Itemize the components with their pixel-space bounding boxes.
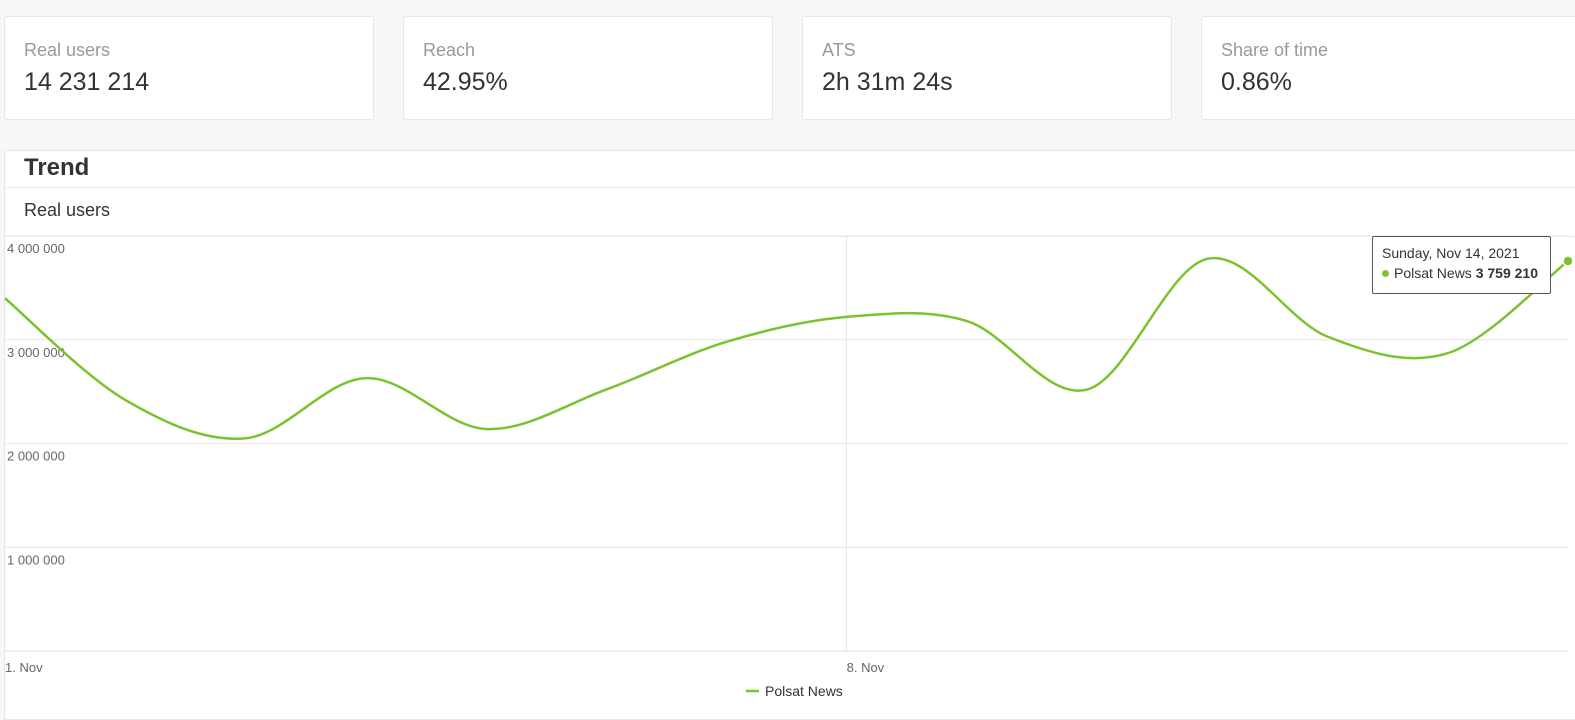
tooltip-date: Sunday, Nov 14, 2021 — [1382, 245, 1520, 261]
kpi-value: 0.86% — [1221, 68, 1292, 96]
card-title: Trend — [24, 154, 90, 181]
y-tick-label: 2 000 000 — [7, 449, 65, 464]
kpi-card-reach: Reach 42.95% — [403, 16, 773, 120]
divider — [5, 187, 1575, 188]
tooltip-value: 3 759 210 — [1475, 265, 1538, 281]
x-tick-label: 8. Nov — [847, 660, 885, 675]
kpi-label: Reach — [423, 40, 476, 60]
y-tick-label: 1 000 000 — [7, 552, 65, 567]
hover-marker — [1562, 255, 1574, 267]
kpi-label: Share of time — [1221, 40, 1329, 60]
legend-item[interactable]: Polsat News — [746, 683, 843, 699]
y-tick-label: 4 000 000 — [7, 241, 65, 256]
x-tick-label: 1. Nov — [5, 660, 43, 675]
kpi-label: ATS — [822, 40, 856, 60]
kpi-card-real-users: Real users 14 231 214 — [4, 16, 374, 120]
y-tick-label: 3 000 000 — [7, 345, 65, 360]
trend-card: Trend Real users — [4, 150, 1575, 720]
series-dot-icon — [1382, 270, 1389, 277]
chart-subtitle: Real users — [24, 200, 111, 220]
tooltip-series: Polsat News — [1394, 265, 1472, 281]
kpi-label: Real users — [24, 40, 111, 60]
kpi-value: 42.95% — [423, 68, 508, 96]
kpi-value: 14 231 214 — [24, 68, 150, 96]
kpi-value: 2h 31m 24s — [822, 68, 953, 96]
kpi-card-ats: ATS 2h 31m 24s — [802, 16, 1172, 120]
kpi-card-share-of-time: Share of time 0.86% — [1201, 16, 1575, 120]
series-line[interactable] — [4, 256, 1569, 441]
legend-label: Polsat News — [765, 683, 843, 699]
tooltip: Sunday, Nov 14, 2021 Polsat News 3 759 2… — [1372, 236, 1551, 294]
